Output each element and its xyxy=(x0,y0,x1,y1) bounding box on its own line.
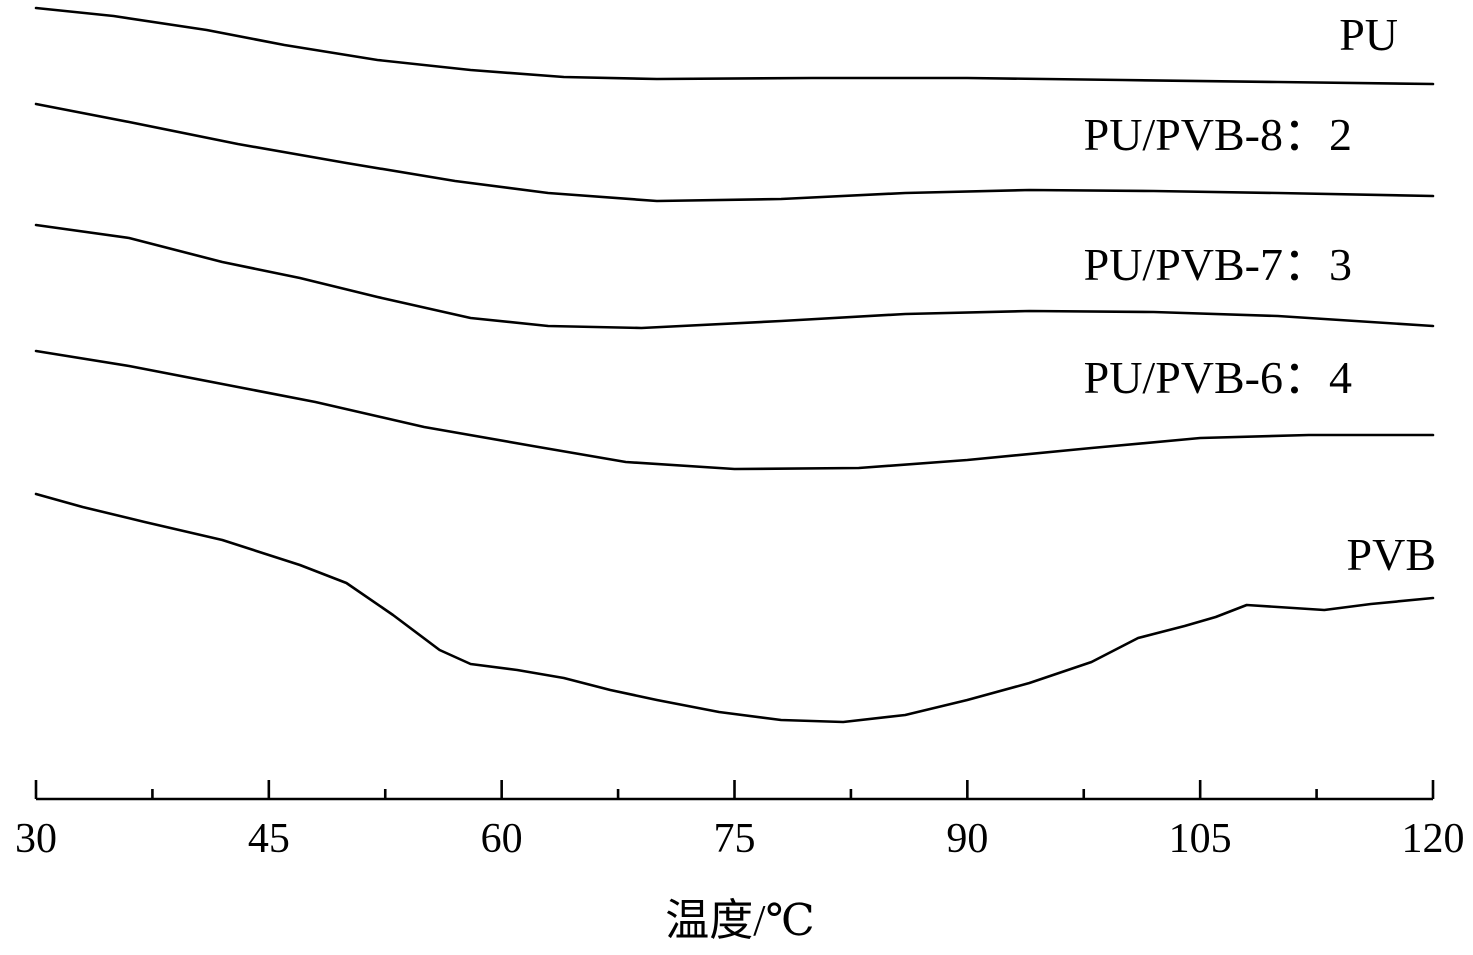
x-tick-label: 90 xyxy=(946,816,988,862)
x-tick-label: 60 xyxy=(481,816,523,862)
x-tick-label: 75 xyxy=(714,816,756,862)
x-tick-label: 105 xyxy=(1169,816,1232,862)
series-line-3 xyxy=(34,349,1435,471)
series-label-1: PU/PVB-8：2 xyxy=(1084,109,1352,160)
series-line-1 xyxy=(34,102,1435,203)
series-line-4 xyxy=(34,492,1435,724)
series-group xyxy=(34,6,1435,724)
x-axis-title: 温度/℃ xyxy=(665,896,814,945)
x-tick-label: 45 xyxy=(248,816,290,862)
series-labels: PU PU/PVB-8：2 PU/PVB-7：3 PU/PVB-6：4 PVB xyxy=(1084,9,1436,580)
series-label-4: PVB xyxy=(1347,529,1436,580)
series-label-3: PU/PVB-6：4 xyxy=(1084,352,1352,403)
x-axis-ticks: 30 45 60 75 90 105 120 xyxy=(15,780,1465,862)
x-tick-label: 30 xyxy=(15,816,57,862)
series-label-0: PU xyxy=(1339,9,1398,60)
series-line-2 xyxy=(34,223,1435,330)
series-line-0 xyxy=(34,6,1435,86)
series-label-2: PU/PVB-7：3 xyxy=(1084,239,1352,290)
x-tick-label: 120 xyxy=(1402,816,1465,862)
